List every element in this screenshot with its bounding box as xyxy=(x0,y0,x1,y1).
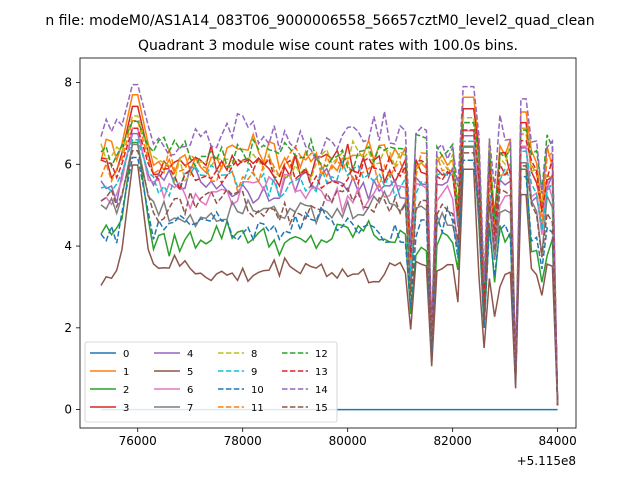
legend-label-15: 15 xyxy=(315,403,328,414)
legend-label-6: 6 xyxy=(187,385,193,396)
x-tick-label: 78000 xyxy=(224,434,262,448)
x-tick-label: 80000 xyxy=(329,434,367,448)
series-line-10 xyxy=(100,156,559,406)
y-tick-label: 6 xyxy=(64,157,72,171)
legend-frame xyxy=(84,341,338,423)
legend-label-13: 13 xyxy=(315,367,328,378)
legend-label-0: 0 xyxy=(123,349,129,360)
series-line-15 xyxy=(100,149,559,406)
legend-label-2: 2 xyxy=(123,385,129,396)
legend-label-8: 8 xyxy=(251,349,257,360)
legend-label-9: 9 xyxy=(251,367,257,378)
plot-area: 76000 78000 80000 82000 84000 0 2 4 6 8 +5.115e8… xyxy=(64,57,577,468)
legend-label-11: 11 xyxy=(251,403,264,414)
x-tick-label: 84000 xyxy=(539,434,577,448)
x-tick-label: 76000 xyxy=(119,434,157,448)
x-tick-label: 82000 xyxy=(434,434,472,448)
y-tick-label: 2 xyxy=(64,321,72,335)
y-tick-label: 8 xyxy=(64,76,72,90)
y-tick-label: 0 xyxy=(64,403,72,417)
chart-title: Quadrant 3 module wise count rates with … xyxy=(138,38,518,54)
legend-label-14: 14 xyxy=(315,385,328,396)
y-tick-label: 4 xyxy=(64,239,72,253)
legend-label-3: 3 xyxy=(123,403,129,414)
series-line-13 xyxy=(100,127,559,406)
series-line-5 xyxy=(100,164,559,406)
series-line-14 xyxy=(100,83,559,406)
legend-label-7: 7 xyxy=(187,403,193,414)
legend-label-5: 5 xyxy=(187,367,193,378)
series-line-9 xyxy=(100,139,559,406)
axes-frame xyxy=(79,57,577,429)
legend-label-10: 10 xyxy=(251,385,264,396)
series-line-12 xyxy=(100,120,559,406)
legend-label-1: 1 xyxy=(123,367,129,378)
legend-label-12: 12 xyxy=(315,349,328,360)
x-offset-label: +5.115e8 xyxy=(517,454,576,468)
figure-suptitle: n file: modeM0/AS1A14_083T06_9000006558_… xyxy=(45,13,594,29)
legend-label-4: 4 xyxy=(187,349,193,360)
